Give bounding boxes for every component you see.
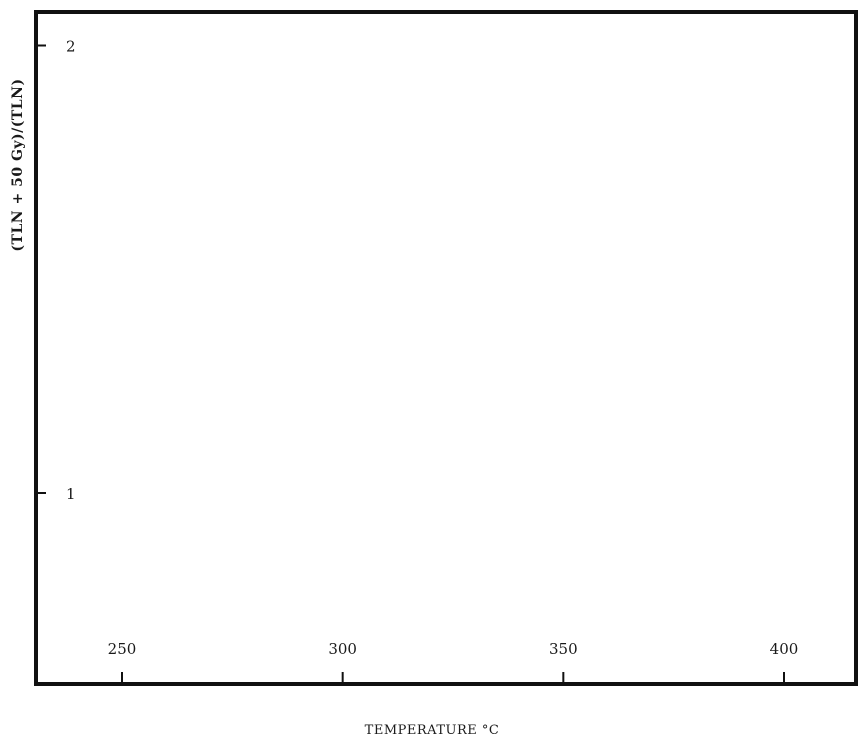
x-axis-label: TEMPERATURE °C [365, 723, 500, 738]
x-tick-label-250: 250 [108, 640, 137, 658]
plot-frame [34, 10, 858, 686]
y-tick-label-2: 2 [66, 38, 76, 56]
tick-labels: 250300350400123 [66, 38, 799, 659]
y-axis-label: (TLN + 50 Gy)/(TLN) [10, 78, 26, 251]
x-tick-label-300: 300 [328, 640, 357, 658]
x-tick-label-400: 400 [770, 640, 799, 658]
x-tick-label-350: 350 [549, 640, 578, 658]
y-tick-label-1: 1 [66, 485, 76, 503]
tick-marks [38, 44, 785, 682]
